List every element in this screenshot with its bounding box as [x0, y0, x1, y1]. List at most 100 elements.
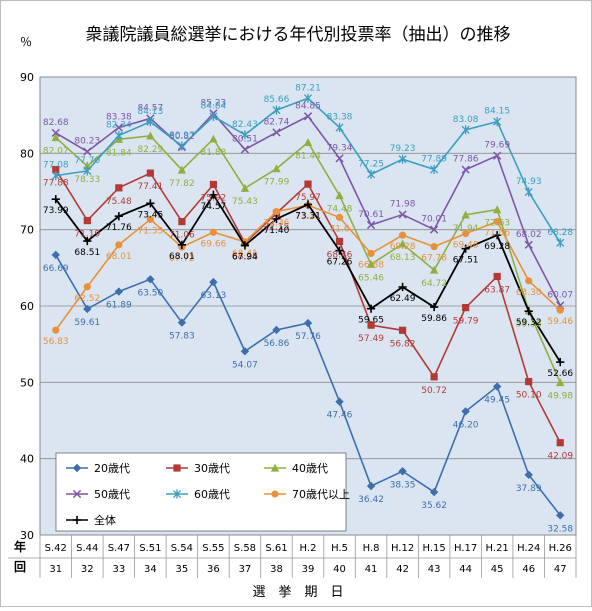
data-point	[556, 238, 565, 248]
data-label: 66.88	[358, 260, 384, 270]
data-point	[493, 231, 502, 240]
data-point	[524, 187, 533, 197]
data-label: 68.01	[106, 252, 132, 262]
data-point	[209, 190, 218, 199]
data-label: 56.82	[390, 339, 416, 349]
data-label: 71.35	[137, 226, 163, 236]
legend-label: 40歳代	[292, 462, 328, 475]
data-point	[556, 306, 564, 314]
x-session-label: 47	[554, 564, 567, 575]
data-point	[272, 128, 281, 137]
legend-swatch-marker	[173, 464, 181, 472]
data-label: 85.23	[201, 98, 227, 108]
y-tick-label: 30	[20, 529, 34, 542]
series-1	[51, 250, 565, 520]
data-point	[240, 145, 250, 154]
data-label: 67.51	[453, 256, 479, 266]
data-point	[146, 199, 155, 208]
data-label: 82.29	[137, 145, 163, 155]
data-label: 74.48	[327, 204, 353, 214]
data-label: 84.57	[137, 103, 163, 113]
data-point	[398, 239, 407, 248]
x-tick-label: H.8	[363, 543, 380, 554]
legend-swatch-marker	[172, 489, 182, 499]
x-session-label: 32	[81, 564, 94, 575]
data-label: 69.28	[484, 242, 510, 252]
data-point	[429, 225, 439, 234]
data-label: 71.98	[390, 200, 416, 210]
y-tick-label: 40	[20, 453, 34, 466]
x-session-label: 36	[207, 564, 220, 575]
data-point	[83, 236, 92, 246]
data-label: 67.72	[169, 254, 195, 264]
data-point	[430, 243, 438, 251]
data-point	[177, 240, 186, 249]
legend-box	[55, 452, 347, 532]
data-point	[367, 321, 375, 329]
data-label: 69.48	[453, 241, 479, 251]
data-point	[51, 171, 60, 181]
data-point	[51, 195, 60, 204]
data-label: 56.86	[264, 339, 290, 349]
data-label: 57.83	[169, 332, 195, 342]
data-label: 79.23	[390, 144, 416, 154]
data-label: 63.13	[201, 291, 227, 301]
data-label: 54.07	[232, 360, 258, 370]
data-point	[366, 169, 376, 179]
x-tick-label: S.44	[76, 543, 98, 554]
data-point	[556, 378, 565, 387]
data-label: 74.57	[201, 202, 227, 212]
data-point	[209, 277, 218, 287]
data-label: 85.66	[264, 95, 290, 105]
x-tick-label: H.26	[549, 543, 572, 554]
data-label: 84.15	[484, 107, 510, 117]
data-label: 80.23	[74, 137, 100, 147]
data-label: 71.76	[106, 223, 132, 233]
legend-label: 70歳代以上	[292, 488, 350, 501]
legend-item: 40歳代	[264, 462, 328, 475]
data-label: 82.43	[232, 120, 258, 130]
data-label: 83.38	[327, 113, 353, 123]
x-tick-label: H.2	[300, 543, 317, 554]
data-point	[83, 216, 91, 225]
data-point	[177, 165, 187, 174]
data-label: 67.78	[421, 254, 447, 264]
x-tick-label: H.17	[454, 543, 477, 554]
legend-label: 60歳代	[194, 488, 230, 501]
data-label: 57.76	[295, 332, 321, 342]
data-point	[114, 130, 123, 141]
data-label: 73.45	[137, 210, 163, 220]
x-session-label: 33	[112, 564, 125, 575]
data-point	[462, 230, 470, 238]
data-label: 42.09	[547, 452, 573, 462]
data-label: 70.01	[421, 215, 447, 225]
data-label: 68.41	[232, 249, 258, 259]
x-session-label: 39	[302, 564, 315, 575]
data-label: 50.10	[516, 391, 542, 401]
x-tick-label: S.47	[108, 543, 130, 554]
data-point	[493, 272, 501, 281]
data-point	[303, 112, 313, 121]
data-label: 75.97	[295, 193, 321, 203]
legend-item: 70歳代以上	[264, 488, 350, 501]
data-label: 68.13	[390, 253, 416, 263]
data-point	[525, 377, 533, 386]
data-label: 68.51	[74, 248, 100, 258]
data-label: 70.61	[358, 210, 384, 220]
data-label: 77.25	[358, 159, 384, 169]
legend-label: 20歳代	[94, 462, 130, 475]
data-label: 56.83	[43, 337, 69, 347]
data-point	[52, 326, 60, 334]
data-point	[115, 241, 123, 249]
data-label: 71.94	[453, 224, 479, 234]
data-point	[461, 210, 470, 219]
data-point	[366, 304, 376, 313]
data-point	[493, 117, 502, 127]
data-point	[335, 213, 344, 221]
x-session-label: 43	[428, 564, 441, 575]
data-label: 46.20	[453, 420, 479, 430]
legend-item: 全体	[66, 513, 116, 527]
data-point	[51, 250, 60, 260]
data-point	[335, 246, 344, 255]
